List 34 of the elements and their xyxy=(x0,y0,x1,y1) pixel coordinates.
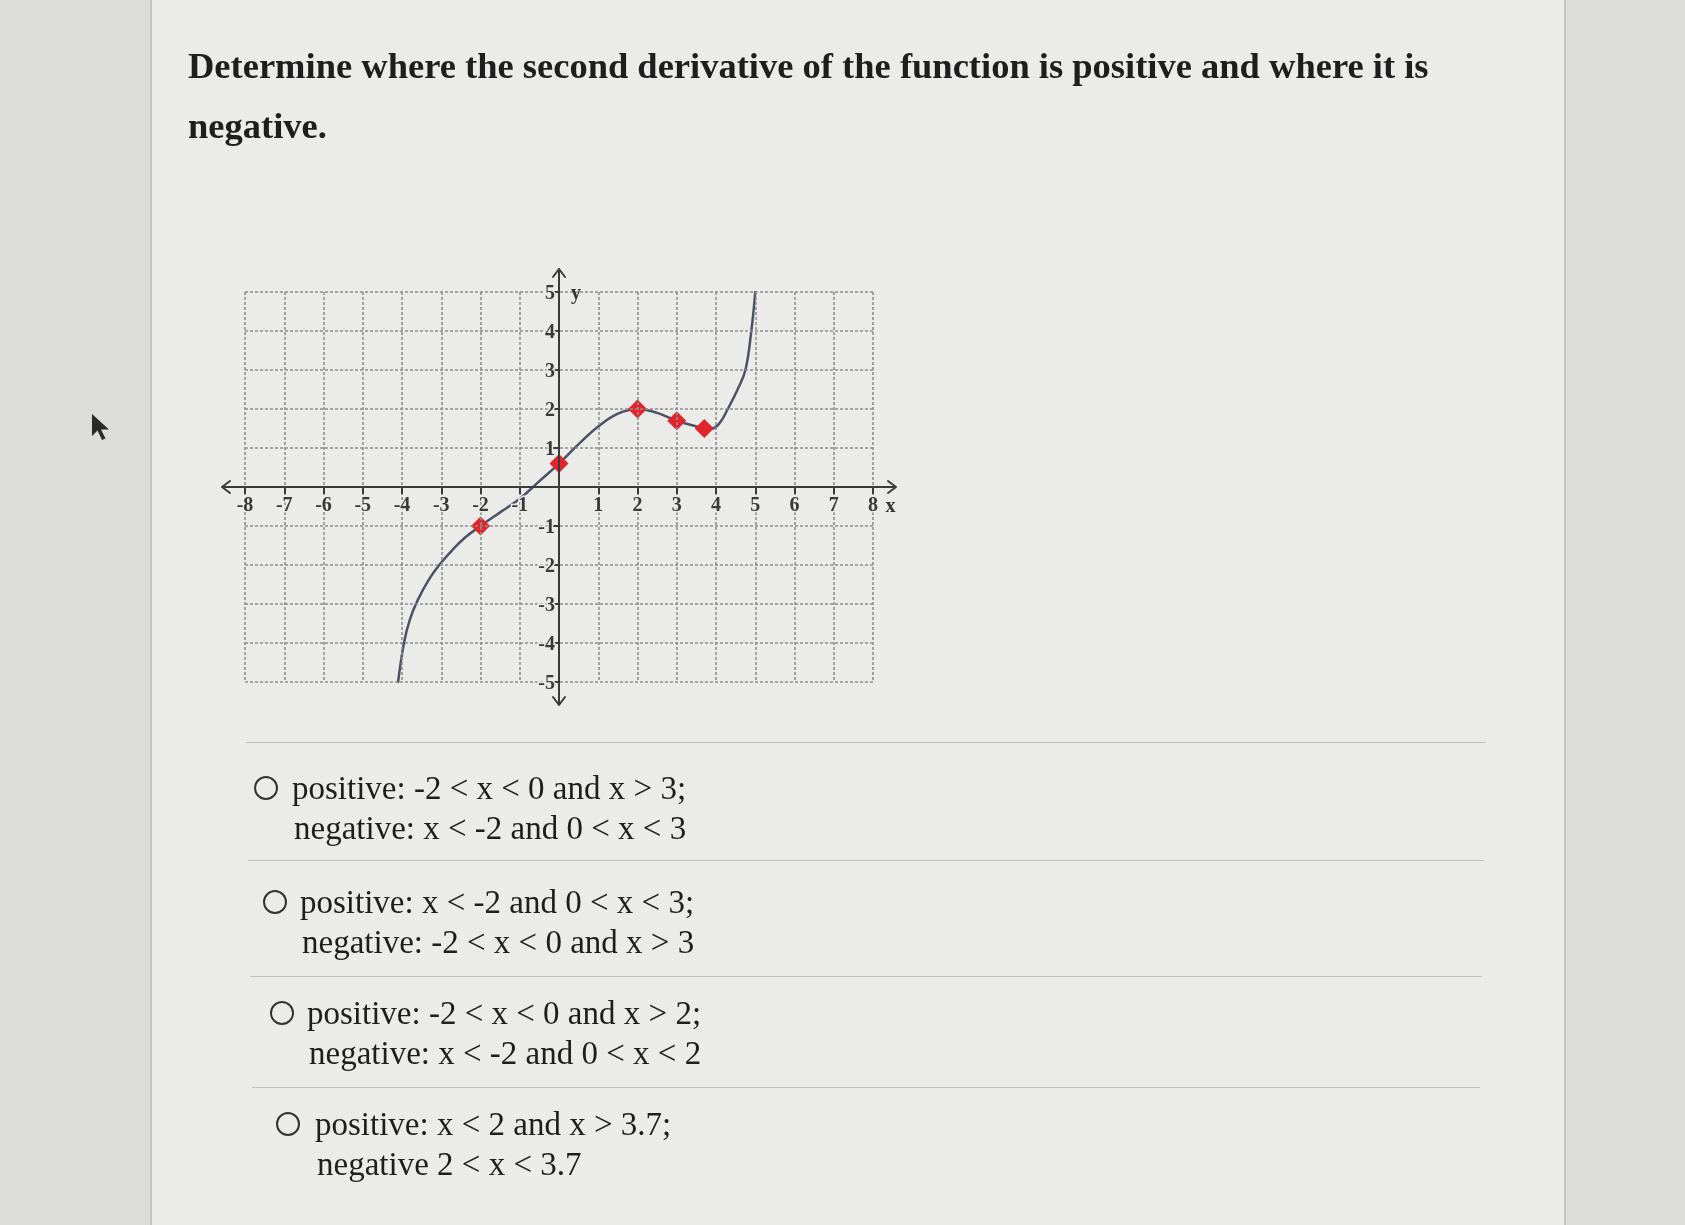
x-tick-label: -8 xyxy=(236,493,254,515)
y-tick-label: -1 xyxy=(538,515,555,537)
x-axis-title: x xyxy=(885,494,896,516)
x-tick-label: -6 xyxy=(315,493,332,515)
y-tick-label: -2 xyxy=(538,554,555,576)
x-tick-label: -7 xyxy=(275,493,293,515)
y-tick-label: -5 xyxy=(538,671,555,693)
chart-title: Determine where the second derivative of the function is positive and where it is negative. xyxy=(188,44,1430,148)
y-tick-label: 5 xyxy=(545,281,555,303)
text: positive: -2 < x < 0 and x > 3; negative: x < -2 and 0 < x < 3 xyxy=(292,769,687,848)
x-tick-label: 7 xyxy=(828,493,839,515)
y-tick-label: 1 xyxy=(545,437,555,459)
x-tick-label: -1 xyxy=(511,493,529,515)
y-tick-label: 2 xyxy=(545,398,555,420)
y-tick-label: -4 xyxy=(538,632,555,654)
x-tick-label: 8 xyxy=(868,493,878,515)
text: positive: x < 2 and x > 3.7; negative 2 < x < 3.7 xyxy=(315,1105,672,1184)
y-axis-title: y xyxy=(571,281,581,304)
x-tick-label: 4 xyxy=(711,493,721,515)
x-tick-label: -3 xyxy=(432,493,450,515)
text: positive: -2 < x < 0 and x > 2; negative: x < -2 and 0 < x < 2 xyxy=(307,994,702,1073)
point xyxy=(694,419,714,438)
y-tick-label: 3 xyxy=(545,359,555,381)
x-tick-label: 1 xyxy=(593,493,604,515)
x-tick-label: 5 xyxy=(750,493,761,515)
x-tick-label: -4 xyxy=(393,493,411,515)
y-tick-label: 4 xyxy=(545,320,555,342)
x-tick-label: -2 xyxy=(472,493,489,515)
x-tick-label: 3 xyxy=(671,493,682,515)
x-tick-label: -5 xyxy=(354,493,372,515)
x-tick-label: 2 xyxy=(632,493,643,515)
y-tick-label: -3 xyxy=(538,593,555,615)
text: positive: x < -2 and 0 < x < 3; negative: -2 < x < 0 and x > 3 xyxy=(300,883,695,962)
x-tick-label: 6 xyxy=(789,493,800,515)
